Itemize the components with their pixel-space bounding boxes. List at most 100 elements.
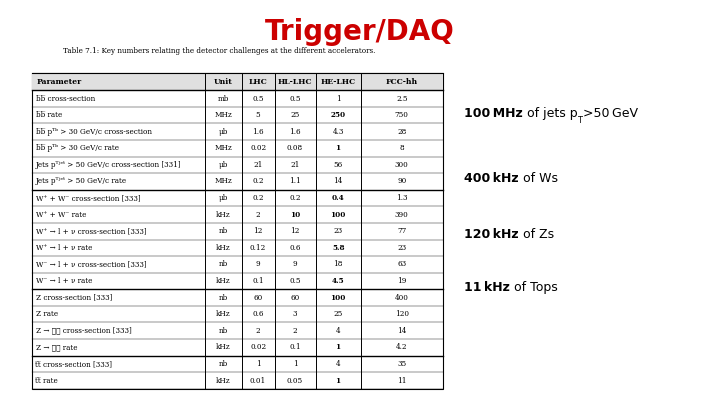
Text: 90: 90	[397, 177, 406, 185]
Text: b̅b̅ pᵀᵇ > 30 GeV/c rate: b̅b̅ pᵀᵇ > 30 GeV/c rate	[36, 144, 119, 152]
Text: 4: 4	[336, 360, 341, 368]
Text: 77: 77	[397, 227, 406, 235]
Text: 4.5: 4.5	[332, 277, 344, 285]
Text: 9: 9	[293, 260, 297, 269]
Text: 750: 750	[395, 111, 409, 119]
Text: 0.01: 0.01	[250, 377, 266, 384]
Text: Trigger/DAQ: Trigger/DAQ	[265, 18, 455, 46]
Text: 21: 21	[253, 161, 263, 169]
Text: 1: 1	[336, 94, 341, 102]
Text: 60: 60	[253, 294, 263, 302]
Text: 11: 11	[397, 377, 407, 384]
Text: 100 MHz: 100 MHz	[464, 107, 523, 120]
Text: 120: 120	[395, 310, 409, 318]
Text: 0.4: 0.4	[332, 194, 345, 202]
Text: W⁺ + W⁻ cross-section [333]: W⁺ + W⁻ cross-section [333]	[36, 194, 140, 202]
Text: Jets pᵀʲᵉᵗ > 50 GeV/c cross-section [331]: Jets pᵀʲᵉᵗ > 50 GeV/c cross-section [331…	[36, 161, 181, 169]
Text: nb: nb	[219, 260, 228, 269]
Text: 2.5: 2.5	[396, 94, 408, 102]
Text: 25: 25	[290, 111, 300, 119]
Text: t̅t̅ rate: t̅t̅ rate	[36, 377, 59, 384]
Text: b̅b̅ pᵀᵇ > 30 GeV/c cross-section: b̅b̅ pᵀᵇ > 30 GeV/c cross-section	[36, 128, 152, 136]
Text: kHz: kHz	[216, 310, 230, 318]
Text: of jets p: of jets p	[523, 107, 577, 120]
Text: μb: μb	[219, 161, 228, 169]
Text: 4.3: 4.3	[333, 128, 344, 136]
Text: nb: nb	[219, 294, 228, 302]
Text: kHz: kHz	[216, 377, 230, 384]
Text: μb: μb	[219, 128, 228, 136]
Text: 400: 400	[395, 294, 409, 302]
Text: 0.2: 0.2	[253, 194, 264, 202]
Text: Unit: Unit	[214, 78, 233, 85]
Text: W⁺ + W⁻ rate: W⁺ + W⁻ rate	[36, 211, 86, 219]
Text: 1: 1	[336, 377, 341, 384]
Text: 0.5: 0.5	[289, 94, 301, 102]
Text: 300: 300	[395, 161, 409, 169]
Text: T: T	[577, 116, 582, 125]
Text: 5.8: 5.8	[332, 244, 344, 252]
Text: 120 kHz: 120 kHz	[464, 228, 519, 241]
Text: MHz: MHz	[215, 177, 232, 185]
Text: Table 7.1: Key numbers relating the detector challenges at the different acceler: Table 7.1: Key numbers relating the dete…	[63, 47, 376, 55]
Text: 0.6: 0.6	[253, 310, 264, 318]
Text: MHz: MHz	[215, 111, 232, 119]
Text: kHz: kHz	[216, 211, 230, 219]
Text: 23: 23	[333, 227, 343, 235]
Text: nb: nb	[219, 360, 228, 368]
Text: 400 kHz: 400 kHz	[464, 172, 519, 185]
Text: μb: μb	[219, 194, 228, 202]
Text: 1.3: 1.3	[396, 194, 408, 202]
Text: 21: 21	[290, 161, 300, 169]
Text: of Ws: of Ws	[519, 172, 558, 185]
Bar	[32, 73, 443, 90]
Text: Jets pᵀʲᵉᵗ > 50 GeV/c rate: Jets pᵀʲᵉᵗ > 50 GeV/c rate	[36, 177, 127, 185]
Text: 0.5: 0.5	[253, 94, 264, 102]
Text: 11 kHz: 11 kHz	[464, 281, 510, 294]
Text: 12: 12	[290, 227, 300, 235]
Text: 9: 9	[256, 260, 261, 269]
Text: b̅b̅ cross-section: b̅b̅ cross-section	[36, 94, 95, 102]
Text: 250: 250	[330, 111, 346, 119]
Text: 63: 63	[397, 260, 406, 269]
Text: of Tops: of Tops	[510, 281, 558, 294]
Text: 4: 4	[336, 327, 341, 335]
Text: 4.2: 4.2	[396, 343, 408, 352]
Text: of Zs: of Zs	[519, 228, 554, 241]
Text: Z → ℓℓ cross-section [333]: Z → ℓℓ cross-section [333]	[36, 327, 132, 335]
Text: >50 GeV: >50 GeV	[582, 107, 638, 120]
Text: HL-LHC: HL-LHC	[278, 78, 312, 85]
Text: 2: 2	[256, 211, 261, 219]
Text: 2: 2	[293, 327, 297, 335]
Text: 1.1: 1.1	[289, 177, 301, 185]
Text: FCC-hh: FCC-hh	[386, 78, 418, 85]
Text: t̅t̅ cross-section [333]: t̅t̅ cross-section [333]	[36, 360, 113, 368]
Text: 0.12: 0.12	[250, 244, 266, 252]
Text: 8: 8	[400, 144, 404, 152]
Text: 1: 1	[336, 144, 341, 152]
Text: 19: 19	[397, 277, 407, 285]
Text: mb: mb	[217, 94, 229, 102]
Text: W⁺ → l + ν rate: W⁺ → l + ν rate	[36, 244, 92, 252]
Text: 23: 23	[397, 244, 406, 252]
Text: 3: 3	[293, 310, 297, 318]
Text: 1: 1	[336, 343, 341, 352]
Text: nb: nb	[219, 327, 228, 335]
Text: kHz: kHz	[216, 343, 230, 352]
Text: 10: 10	[290, 211, 300, 219]
Text: 12: 12	[253, 227, 263, 235]
Text: 0.02: 0.02	[250, 343, 266, 352]
Text: Z rate: Z rate	[36, 310, 58, 318]
Text: b̅b̅ rate: b̅b̅ rate	[36, 111, 62, 119]
Text: W⁻ → l + ν cross-section [333]: W⁻ → l + ν cross-section [333]	[36, 260, 147, 269]
Text: 5: 5	[256, 111, 261, 119]
Text: 0.6: 0.6	[289, 244, 301, 252]
Text: Parameter: Parameter	[37, 78, 82, 85]
Text: 25: 25	[333, 310, 343, 318]
Text: 0.1: 0.1	[289, 343, 301, 352]
Text: Z cross-section [333]: Z cross-section [333]	[36, 294, 112, 302]
Text: 0.2: 0.2	[289, 194, 301, 202]
Text: nb: nb	[219, 227, 228, 235]
Text: 100: 100	[330, 211, 346, 219]
Text: 1: 1	[256, 360, 261, 368]
